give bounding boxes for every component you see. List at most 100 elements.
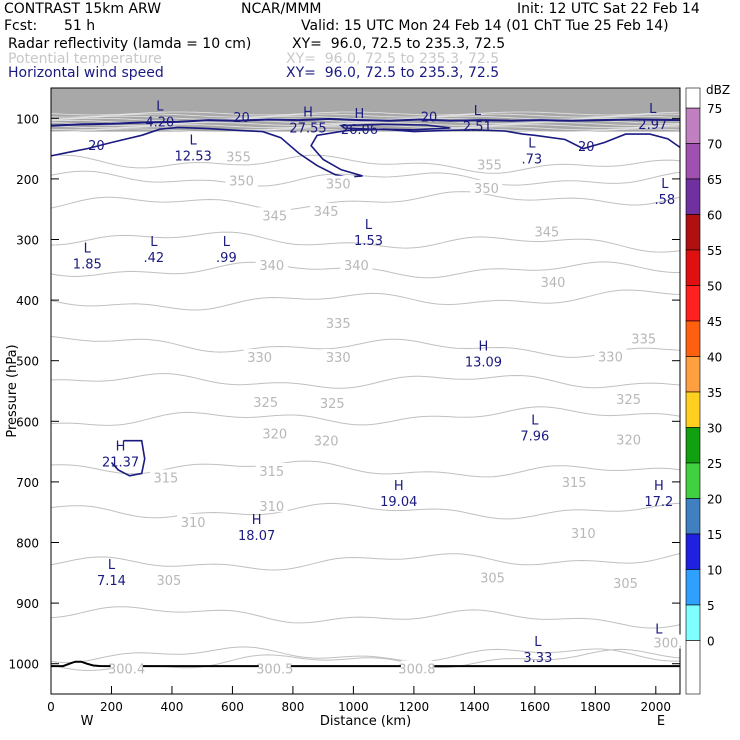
colorbar-label: 0 (707, 635, 715, 649)
theta-label: 350 (326, 178, 351, 193)
extremum-value: 7.14 (97, 574, 126, 589)
theta-label-bg (322, 315, 355, 330)
colorbar-swatch (685, 107, 701, 144)
extremum-marker: L (84, 241, 92, 256)
extremum-marker: L (649, 102, 657, 117)
colorbar-label: 35 (707, 386, 722, 400)
isotach-label: 20 (233, 111, 250, 126)
extremum-value: 18.07 (238, 529, 275, 544)
theta-label: 310 (259, 500, 284, 515)
colorbar-swatch (685, 498, 701, 535)
isotach-label: 20 (578, 140, 595, 155)
theta-label-bg (225, 172, 258, 187)
colorbar-swatch (685, 285, 701, 322)
theta-label-bg (322, 349, 355, 364)
extremum-marker: L (365, 218, 373, 233)
theta-label: 300.4 (108, 663, 145, 678)
colorbar-swatch (685, 249, 701, 286)
init-time: Init: 12 UTC Sat 22 Feb 14 (517, 1, 700, 17)
colorbar-swatch (685, 178, 701, 215)
west-label: W (81, 714, 94, 729)
y-tick-label: 600 (16, 415, 39, 429)
theta-label-bg (177, 513, 210, 528)
extremum-value: 1.85 (73, 257, 102, 272)
colorbar-swatch (685, 462, 701, 499)
colorbar-label: 45 (707, 315, 722, 329)
theta-label: 350 (229, 175, 254, 190)
theta-label-bg (609, 575, 642, 590)
theta-label-bg (594, 348, 627, 363)
isotach-loop (339, 123, 451, 131)
theta-label: 345 (535, 226, 560, 241)
theta-label-bg (258, 207, 291, 222)
theta-label-bg (612, 431, 645, 446)
plot-frame (50, 87, 681, 695)
theta-label-bg (340, 256, 373, 271)
extremum-value: 4.20 (145, 116, 174, 131)
x-tick-label: 1400 (459, 700, 490, 714)
extremum-marker: H (654, 479, 664, 494)
x-tick-label: 400 (161, 700, 184, 714)
colorbar-swatch (685, 569, 701, 606)
extremum-marker: L (528, 137, 536, 152)
y-tick-label: 500 (16, 355, 39, 369)
theta-label: 320 (262, 427, 287, 442)
theta-label-bg (310, 203, 343, 218)
colorbar-swatch (685, 143, 701, 180)
upper-band-line (50, 111, 681, 116)
theta-label: 335 (326, 317, 351, 332)
colorbar-label: 70 (707, 138, 722, 152)
y-tick-label: 800 (16, 537, 39, 551)
extremum-value: 27.55 (289, 122, 326, 137)
extremum-value: 26.06 (341, 123, 378, 138)
extremum-marker: H (116, 440, 126, 455)
theta-label: 325 (616, 393, 641, 408)
theta-contours (50, 154, 681, 672)
extremum-value: 1.53 (354, 234, 383, 249)
plot-border (50, 87, 681, 695)
colorbar-swatch (685, 533, 701, 570)
x-tick-label: 1000 (338, 700, 369, 714)
x-tick-label: 200 (100, 700, 123, 714)
theta-label: 315 (562, 476, 587, 491)
theta-label-bg (255, 462, 288, 477)
theta-line (50, 553, 681, 571)
extremum-value: .73 (521, 153, 542, 168)
theta-label-bg (627, 330, 660, 345)
colorbar-cap-bottom (685, 640, 701, 695)
axes: 100 200 300 400 500 600 700 800 900 1000 0 200 400 60… (5, 112, 680, 729)
forecast-label: Fcst: (4, 18, 38, 34)
upper-band-line (50, 126, 681, 131)
theta-label-bg (222, 148, 255, 163)
extremum-value: .99 (216, 251, 237, 266)
extremum-marker: H (303, 106, 313, 121)
theta-label: 345 (314, 205, 339, 220)
theta-label: 325 (253, 396, 278, 411)
theta-label-bg (310, 432, 343, 447)
y-tick-label: 100 (16, 112, 39, 126)
y-axis-label: Pressure (hPa) (5, 344, 20, 437)
x-tick-label: 0 (47, 700, 55, 714)
field-name-reflectivity: Radar reflectivity (lamda = 10 cm) (8, 36, 252, 52)
org-label: NCAR/MMM (241, 1, 322, 17)
theta-line (50, 646, 681, 664)
extremum-marker: L (190, 134, 198, 149)
theta-label: 315 (153, 472, 178, 487)
theta-label-bg (110, 660, 143, 675)
colorbar-label: 50 (707, 280, 722, 294)
model-title: CONTRAST 15km ARW (4, 1, 162, 17)
theta-line (50, 170, 681, 187)
theta-label-bg (400, 660, 433, 675)
colorbar-label: 75 (707, 102, 722, 116)
theta-label-bg (243, 349, 276, 364)
theta-label-bg (476, 569, 509, 584)
theta-label: 350 (474, 182, 499, 197)
theta-label: 305 (613, 577, 638, 592)
extremum-value: .58 (655, 193, 676, 208)
contour-labels: 355 355 350 350 350 345 345 345 340 340 340 335 335 3… (73, 100, 684, 678)
x-tick-label: 800 (281, 700, 304, 714)
y-tick-label: 1000 (8, 658, 39, 672)
extremum-value: 2.51 (463, 120, 492, 135)
